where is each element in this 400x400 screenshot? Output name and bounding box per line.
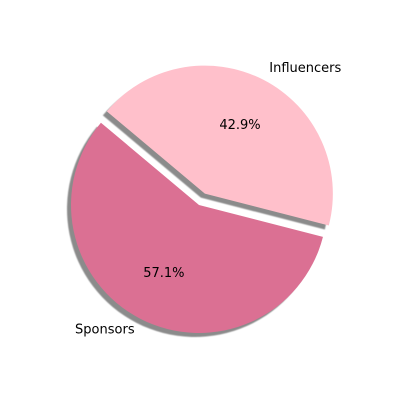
slice-layer <box>71 65 333 333</box>
slice-label-influencers: Influencers <box>269 61 341 76</box>
label-layer: Sponsors 57.1% Influencers 42.9% <box>75 61 341 338</box>
pie-slice-sponsors <box>71 122 323 333</box>
slice-label-sponsors: Sponsors <box>75 323 135 338</box>
pct-label-sponsors: 57.1% <box>143 266 184 281</box>
pct-label-influencers: 42.9% <box>219 118 260 133</box>
pie-slice-influencers <box>106 65 333 226</box>
